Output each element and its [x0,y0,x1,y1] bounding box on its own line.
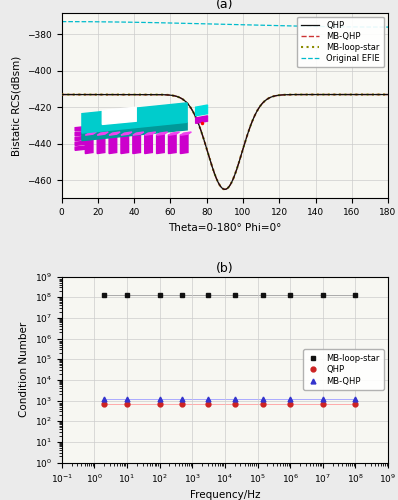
Original EFIE [218,21,223,27]
MB-loop-star [316,92,321,98]
MB-loop-star [76,92,81,98]
MB-loop-star [353,292,358,298]
QHP [205,400,210,406]
MB-loop-star [386,92,390,98]
MB-QHP [205,396,210,402]
MB-QHP [102,396,107,402]
Original EFIE [209,21,214,27]
QHP [376,92,381,98]
Y-axis label: Bistatic RCS(dBsm): Bistatic RCS(dBsm) [12,56,21,156]
MB-loop-star [180,292,185,298]
QHP [222,186,227,192]
X-axis label: Frequency/Hz: Frequency/Hz [189,490,260,500]
MB-QHP [376,92,381,98]
MB-QHP [222,186,227,192]
QHP [377,92,381,98]
Line: MB-loop-star: MB-loop-star [62,94,388,190]
MB-QHP [386,92,390,98]
MB-QHP [218,183,223,189]
MB-QHP [261,396,265,402]
MB-loop-star [102,292,107,298]
MB-QHP [377,92,381,98]
MB-QHP [59,92,64,98]
MB-QHP [209,162,214,168]
X-axis label: Theta=0-180° Phi=0°: Theta=0-180° Phi=0° [168,222,281,232]
QHP [320,400,325,406]
QHP [316,92,321,98]
QHP [76,92,81,98]
QHP [180,400,185,406]
MB-loop-star [218,183,223,189]
QHP [218,183,223,189]
Legend: QHP, MB-QHP, MB-loop-star, Original EFIE: QHP, MB-QHP, MB-loop-star, Original EFIE [297,16,384,67]
MB-QHP [320,396,325,402]
Line: MB-loop-star: MB-loop-star [102,292,358,298]
MB-loop-star [157,292,162,298]
Title: (a): (a) [216,0,234,12]
QHP [386,92,390,98]
Original EFIE [386,24,390,30]
Original EFIE [316,24,321,30]
MB-loop-star [376,92,381,98]
MB-QHP [288,396,293,402]
QHP [157,400,162,406]
MB-QHP [232,396,237,402]
MB-loop-star [232,292,237,298]
QHP [102,400,107,406]
MB-loop-star [222,186,227,192]
Line: Original EFIE: Original EFIE [62,22,388,27]
MB-loop-star [320,292,325,298]
MB-QHP [180,396,185,402]
MB-QHP [76,92,81,98]
Original EFIE [76,18,81,24]
MB-loop-star [59,92,64,98]
Line: QHP: QHP [102,402,358,406]
MB-QHP [316,92,321,98]
MB-loop-star [261,292,265,298]
MB-loop-star [209,162,214,168]
MB-loop-star [377,92,381,98]
Original EFIE [376,24,381,30]
Title: (b): (b) [216,262,234,276]
Line: MB-QHP: MB-QHP [102,396,358,402]
Original EFIE [376,24,381,30]
QHP [125,400,129,406]
MB-QHP [157,396,162,402]
Y-axis label: Condition Number: Condition Number [19,322,29,417]
MB-QHP [353,396,358,402]
Line: QHP: QHP [62,94,388,190]
Line: MB-QHP: MB-QHP [62,94,388,190]
Original EFIE [59,18,64,24]
QHP [232,400,237,406]
QHP [288,400,293,406]
QHP [209,162,214,168]
MB-loop-star [205,292,210,298]
MB-loop-star [288,292,293,298]
QHP [261,400,265,406]
QHP [59,92,64,98]
MB-loop-star [125,292,129,298]
QHP [353,400,358,406]
Legend: MB-loop-star, QHP, MB-QHP: MB-loop-star, QHP, MB-QHP [303,350,384,390]
MB-QHP [125,396,129,402]
